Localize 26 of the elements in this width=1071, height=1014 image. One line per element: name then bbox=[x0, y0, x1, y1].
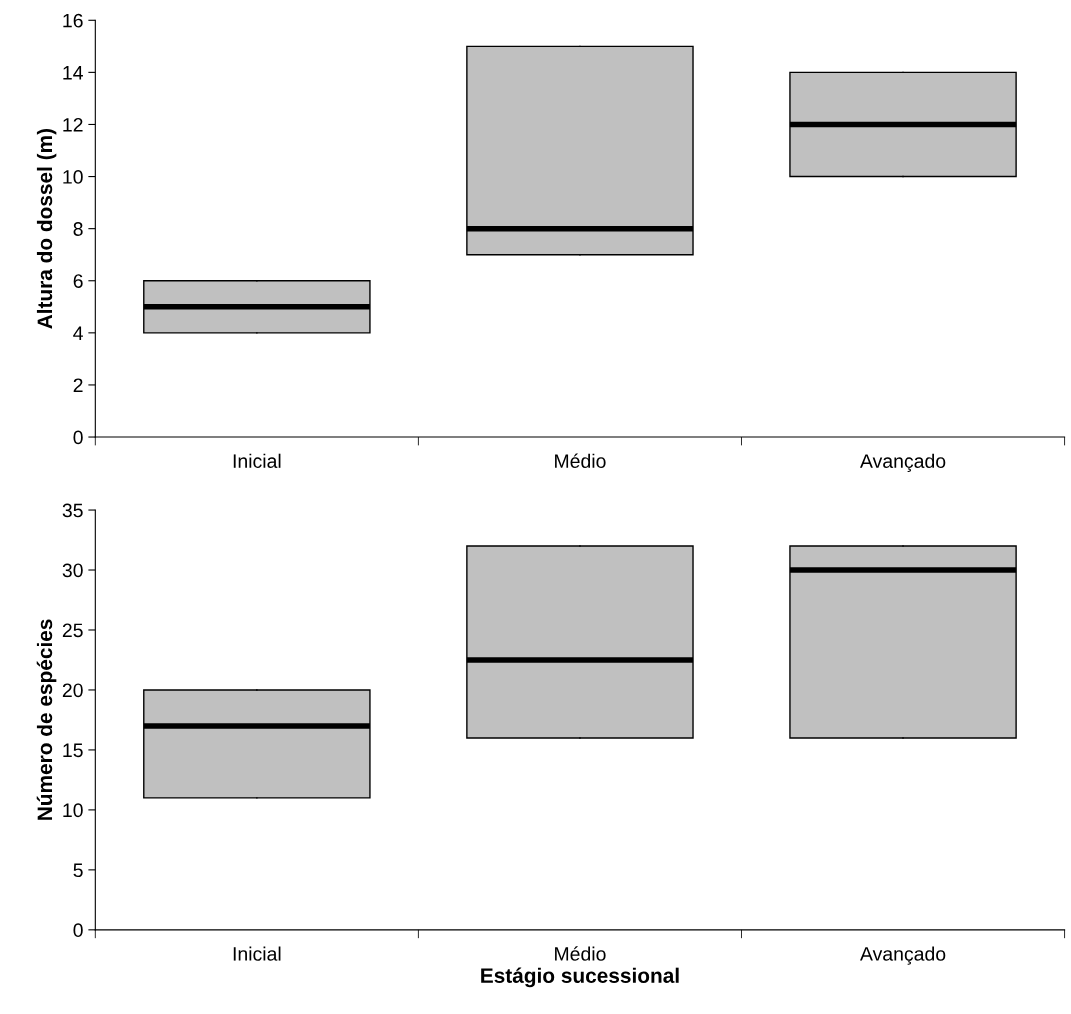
y-tick-label: 5 bbox=[73, 863, 83, 878]
x-tick-label: Inicial bbox=[233, 453, 281, 468]
y-tick-label: 20 bbox=[62, 683, 83, 698]
x-tick-label: Avançado bbox=[860, 453, 946, 472]
x-tick-label: Médio bbox=[555, 946, 606, 961]
y-tick-label: 25 bbox=[62, 623, 83, 638]
y-tick-label: 16 bbox=[63, 13, 83, 28]
y-tick-label: 15 bbox=[63, 743, 83, 758]
x-tick-label: Inicial bbox=[233, 946, 281, 961]
x-axis-title: Estágio sucessional bbox=[481, 967, 679, 988]
y-tick-label: 0 bbox=[73, 923, 83, 938]
y-tick-label: 4 bbox=[73, 326, 83, 340]
y-tick-label: 14 bbox=[63, 66, 83, 80]
y-tick-label: 10 bbox=[63, 803, 83, 818]
x-tick-label: Avançado bbox=[860, 946, 946, 965]
y-tick-label: 30 bbox=[62, 563, 83, 578]
x-tick-label: Médio bbox=[555, 453, 606, 468]
y-tick-label: 6 bbox=[73, 274, 83, 288]
y-axis-title: Número de espécies bbox=[36, 619, 57, 820]
y-tick-label: 35 bbox=[62, 503, 83, 518]
y-tick-label: 8 bbox=[73, 222, 83, 236]
y-tick-label: 2 bbox=[73, 378, 83, 392]
y-tick-label: 0 bbox=[73, 430, 83, 445]
y-tick-label: 12 bbox=[63, 117, 83, 132]
y-tick-label: 10 bbox=[63, 170, 83, 184]
y-axis-title: Altura do dossel (m) bbox=[36, 128, 57, 329]
